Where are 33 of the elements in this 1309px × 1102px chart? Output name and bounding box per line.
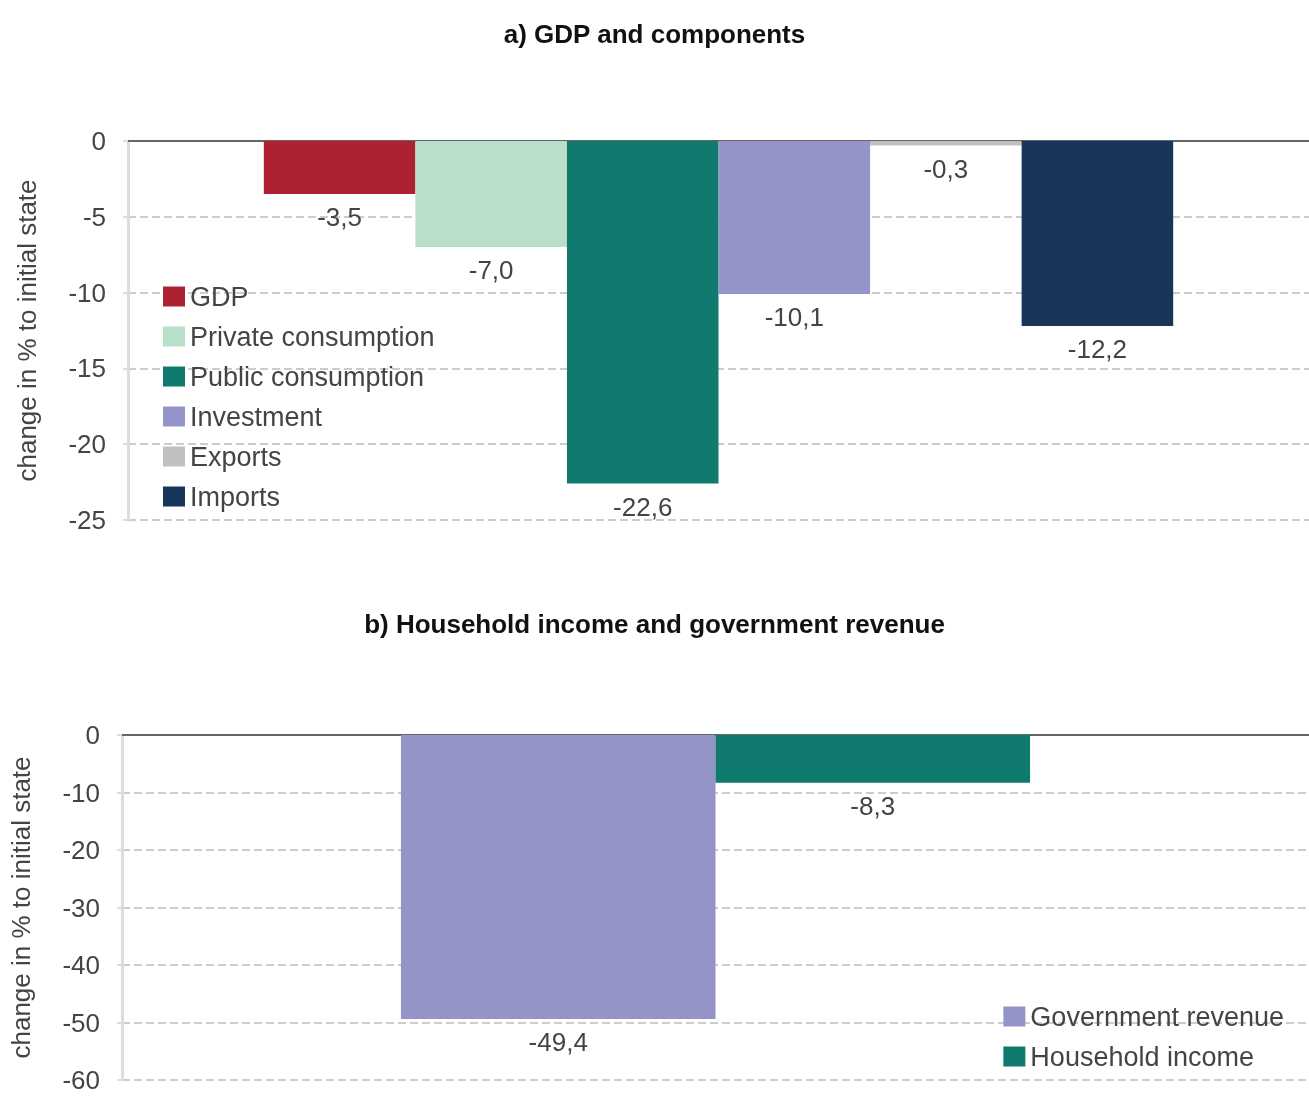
data-label: -0,3	[923, 153, 969, 184]
data-label: -10,1	[764, 302, 824, 333]
y-tick-label: 0	[91, 126, 106, 156]
y-tick-label: -10	[62, 777, 100, 808]
y-tick-label: -60	[62, 1065, 100, 1095]
y-tick-label: -10	[68, 277, 106, 308]
y-tick-label: -50	[62, 1007, 100, 1038]
legend-label: Government revenue	[1030, 1001, 1284, 1032]
data-label: -22,6	[613, 491, 673, 522]
y-tick-label: -30	[62, 892, 100, 923]
y-tick-label: -20	[68, 429, 106, 460]
data-label: -7,0	[468, 255, 514, 286]
y-tick-label: -15	[68, 353, 106, 384]
data-label: -12,2	[1067, 333, 1128, 364]
y-tick-label: -5	[82, 201, 106, 232]
y-axis-title: change in % to initial state	[12, 179, 42, 482]
chart-title: b) Household income and government revenue	[364, 609, 945, 639]
chart-title: a) GDP and components	[503, 19, 806, 49]
legend-label: Private consumption	[190, 321, 435, 352]
legend-label: Imports	[190, 481, 281, 512]
legend-label: Investment	[190, 401, 323, 432]
y-tick-label: -40	[62, 950, 100, 980]
y-tick-label: 0	[85, 720, 100, 750]
y-tick-label: -20	[62, 835, 100, 865]
legend-label: GDP	[190, 281, 249, 312]
data-label: -49,4	[528, 1027, 588, 1058]
legend-label: Household income	[1030, 1041, 1254, 1072]
legend-label: Public consumption	[190, 361, 425, 392]
y-tick-label: -25	[68, 505, 106, 535]
data-label: -8,3	[850, 790, 896, 821]
legend-label: Exports	[190, 441, 282, 472]
y-axis-title: change in % to initial state	[6, 756, 36, 1059]
data-label: -3,5	[317, 202, 362, 233]
